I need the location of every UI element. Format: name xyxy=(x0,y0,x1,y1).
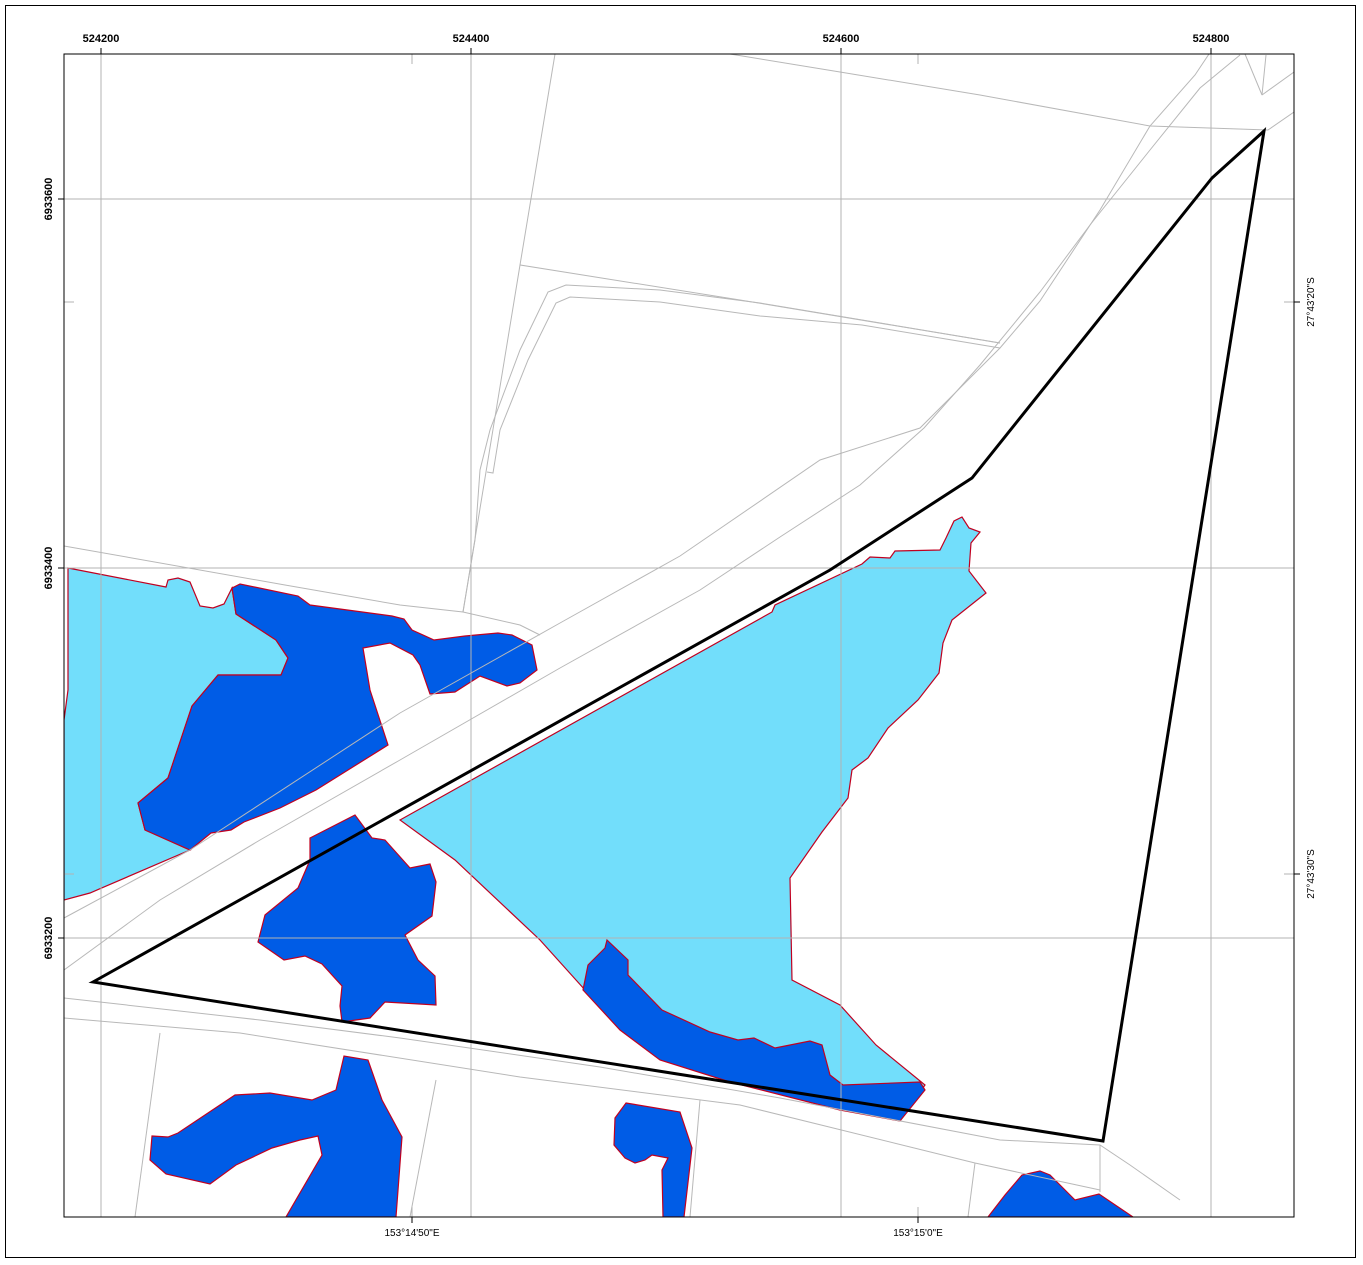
northing-label-6933400: 6933400 xyxy=(43,547,55,590)
latitude-label-1: 27°43'20"S xyxy=(1306,277,1317,327)
coordinate-grid xyxy=(64,54,1294,1217)
easting-label-524400: 524400 xyxy=(453,33,490,45)
road-lines xyxy=(64,54,1294,1217)
easting-label-524600: 524600 xyxy=(823,33,860,45)
map-neatline xyxy=(63,53,1295,1218)
study-area-boundary[interactable] xyxy=(88,127,1267,1143)
dark-water-island[interactable] xyxy=(257,814,437,1023)
easting-label-524800: 524800 xyxy=(1193,33,1230,45)
latitude-label-2: 27°43'30"S xyxy=(1306,849,1317,899)
dark-water-south-west[interactable] xyxy=(149,1055,403,1217)
easting-label-524200: 524200 xyxy=(83,33,120,45)
map-frame xyxy=(5,5,1356,1258)
longitude-label-2: 153°15'0"E xyxy=(893,1228,943,1239)
dark-water-south-east[interactable] xyxy=(987,1170,1135,1217)
longitude-label-1: 153°14'50"E xyxy=(384,1228,439,1239)
tick-marks xyxy=(58,48,1300,1223)
northing-label-6933600: 6933600 xyxy=(43,178,55,221)
dark-water-northwest[interactable] xyxy=(137,583,538,851)
dark-water-layer xyxy=(137,583,1135,1217)
dark-water-south-hook[interactable] xyxy=(613,1102,693,1217)
northing-label-6933200: 6933200 xyxy=(43,917,55,960)
